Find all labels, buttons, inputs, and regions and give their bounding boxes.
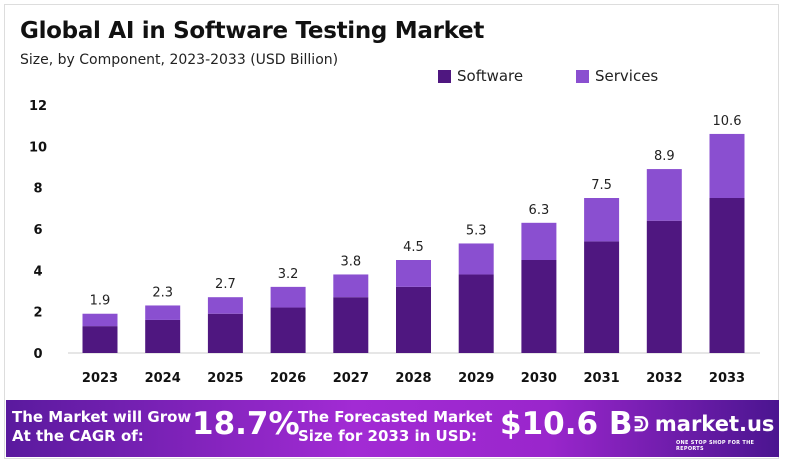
total-label-2033: 10.6	[713, 114, 742, 129]
y-tick-label: 2	[33, 306, 42, 321]
legend-label-services: Services	[595, 67, 659, 85]
bar-services-2031	[584, 198, 620, 242]
total-label-2024: 2.3	[152, 285, 173, 300]
bar-software-2032	[646, 220, 682, 353]
x-tick-label: 2027	[333, 371, 369, 386]
total-label-2026: 3.2	[278, 267, 299, 282]
legend-swatch-software	[438, 69, 451, 83]
total-label-2031: 7.5	[591, 178, 612, 193]
total-label-2025: 2.7	[215, 277, 236, 292]
forecast-label: The Forecasted Market Size for 2033 in U…	[298, 408, 492, 446]
bar-services-2024	[145, 305, 181, 320]
y-tick-label: 0	[33, 347, 42, 362]
chart-subtitle: Size, by Component, 2023-2033 (USD Billi…	[20, 52, 339, 68]
total-label-2029: 5.3	[466, 223, 487, 238]
x-tick-label: 2031	[584, 371, 620, 386]
footer-banner: The Market will Grow At the CAGR of: 18.…	[6, 400, 779, 457]
legend-item-services: Services	[576, 67, 658, 85]
bar-services-2026	[270, 286, 306, 308]
bar-software-2023	[82, 326, 118, 353]
x-tick-label: 2033	[709, 371, 745, 386]
y-tick-label: 6	[33, 223, 42, 238]
forecast-value: $10.6 B	[500, 406, 633, 442]
y-tick-label: 12	[29, 99, 47, 114]
legend-item-software: Software	[438, 67, 523, 85]
bar-services-2028	[396, 260, 431, 287]
total-label-2023: 1.9	[90, 294, 111, 309]
legend-label-software: Software	[457, 67, 524, 85]
bar-services-2030	[521, 222, 557, 260]
bar-software-2031	[584, 241, 620, 353]
cagr-label-line1: The Market will Grow	[12, 408, 192, 426]
total-label-2030: 6.3	[529, 203, 550, 218]
bar-software-2030	[521, 260, 557, 353]
cagr-value: 18.7%	[192, 406, 300, 442]
y-tick-label: 8	[33, 182, 42, 197]
chart-title: Global AI in Software Testing Market	[20, 18, 485, 44]
x-tick-label: 2025	[207, 371, 243, 386]
bar-chart: 0 2 4 6 8 10 12 1.9 2023 2.3 2024 2.7 2025 3.2 2026 3.8…	[29, 99, 760, 386]
bar-services-2025	[207, 297, 243, 314]
x-tick-label: 2023	[82, 371, 118, 386]
x-tick-label: 2032	[646, 371, 682, 386]
y-tick-label: 10	[29, 140, 47, 155]
bar-software-2026	[270, 307, 306, 353]
x-tick-label: 2030	[521, 371, 557, 386]
x-tick-label: 2029	[458, 371, 494, 386]
bar-software-2025	[207, 313, 243, 353]
bar-services-2027	[333, 274, 369, 298]
chart-frame	[4, 4, 779, 459]
x-tick-label: 2024	[145, 371, 181, 386]
bar-software-2028	[396, 286, 431, 353]
bar-services-2029	[458, 243, 494, 275]
logo-icon: ᕲ	[634, 412, 649, 436]
bar-software-2024	[145, 319, 181, 353]
bar-services-2032	[646, 169, 682, 221]
bar-software-2033	[709, 198, 745, 353]
cagr-label-line2: At the CAGR of:	[12, 427, 144, 445]
bar-services-2033	[709, 133, 745, 198]
logo-text: market.us	[654, 412, 775, 436]
forecast-label-line2: Size for 2033 in USD:	[298, 427, 477, 445]
cagr-label: The Market will Grow At the CAGR of:	[12, 408, 191, 446]
marketus-logo: ᕲ market.us	[634, 412, 774, 436]
x-tick-label: 2028	[395, 371, 431, 386]
x-tick-label: 2026	[270, 371, 306, 386]
y-tick-label: 4	[33, 264, 42, 279]
forecast-label-line1: The Forecasted Market	[298, 408, 493, 426]
total-label-2032: 8.9	[654, 149, 675, 164]
bar-software-2029	[458, 274, 494, 353]
total-label-2028: 4.5	[403, 240, 424, 255]
logo-tagline: ONE STOP SHOP FOR THE REPORTS	[676, 440, 755, 452]
total-label-2027: 3.8	[340, 254, 361, 269]
legend-swatch-services	[576, 69, 589, 83]
bar-software-2027	[333, 297, 369, 353]
bar-services-2023	[82, 313, 118, 327]
